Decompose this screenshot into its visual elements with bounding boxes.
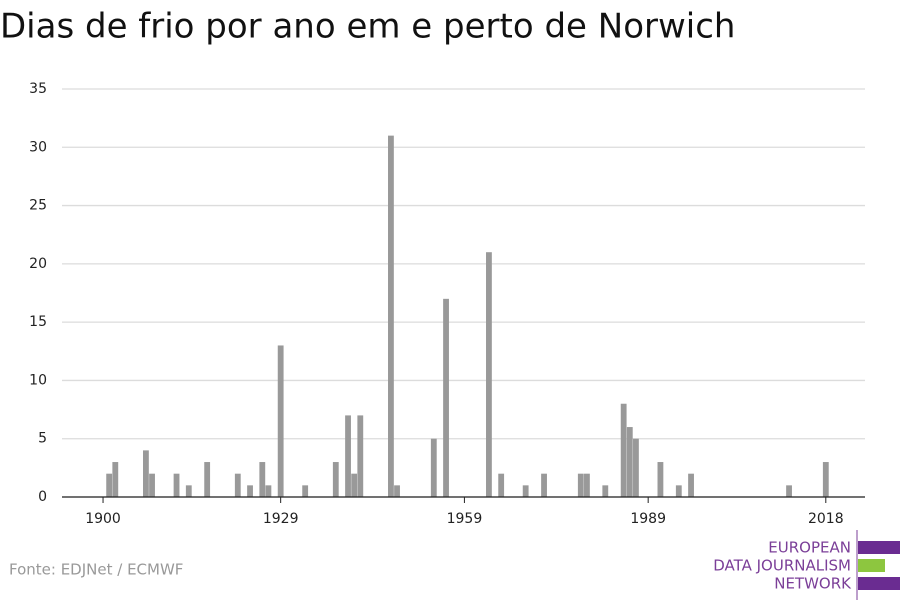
bar	[185, 485, 192, 497]
bar	[688, 473, 694, 497]
bar	[486, 252, 492, 497]
bar	[626, 427, 633, 497]
bar	[822, 462, 829, 497]
bar	[173, 473, 180, 497]
bar	[620, 403, 627, 497]
x-tick-label: 2018	[808, 511, 844, 527]
bar	[234, 473, 241, 497]
y-tick-label: 35	[29, 81, 47, 97]
logo-bar	[858, 577, 900, 590]
bar	[247, 485, 253, 497]
bar	[786, 485, 792, 497]
bar	[204, 462, 211, 497]
bar	[112, 462, 119, 497]
bar	[106, 473, 113, 497]
bar	[498, 473, 505, 497]
bar	[675, 485, 682, 497]
bar	[345, 415, 351, 497]
logo-bar	[858, 541, 900, 554]
bar	[357, 415, 364, 497]
x-tick-label: 1929	[263, 511, 299, 527]
bar	[602, 485, 609, 497]
y-tick-label: 5	[38, 431, 47, 447]
y-tick-label: 10	[29, 372, 47, 388]
bar	[351, 473, 358, 497]
y-tick-label: 15	[29, 314, 47, 330]
logo-text: EUROPEAN	[768, 539, 851, 557]
bar	[143, 450, 149, 497]
bar	[584, 473, 590, 497]
y-tick-label: 0	[38, 489, 47, 505]
source: Fonte: EDJNet / ECMWF	[9, 561, 183, 579]
bar	[430, 438, 437, 497]
y-tick-label: 20	[29, 256, 47, 272]
chart-title: Dias de frio por ano em e perto de Norwi…	[0, 7, 735, 47]
bar	[443, 298, 449, 497]
bar	[541, 473, 547, 497]
bar	[302, 485, 309, 497]
bar	[657, 462, 664, 497]
y-tick-label: 30	[29, 139, 47, 155]
y-tick-label: 25	[29, 198, 47, 214]
bar	[265, 485, 272, 497]
bar	[149, 473, 155, 497]
x-tick-label: 1989	[630, 511, 666, 527]
logo-text: NETWORK	[774, 575, 852, 593]
x-tick-label: 1900	[85, 511, 121, 527]
x-tick-label: 1959	[447, 511, 483, 527]
logo-bar	[858, 559, 885, 572]
bar	[277, 345, 284, 497]
bar	[394, 485, 400, 497]
bar	[577, 473, 584, 497]
bar	[388, 135, 394, 497]
bar	[332, 462, 339, 497]
bar	[522, 485, 529, 497]
bar	[259, 462, 266, 497]
bar	[633, 438, 639, 497]
logo-text: DATA JOURNALISM	[713, 557, 851, 575]
